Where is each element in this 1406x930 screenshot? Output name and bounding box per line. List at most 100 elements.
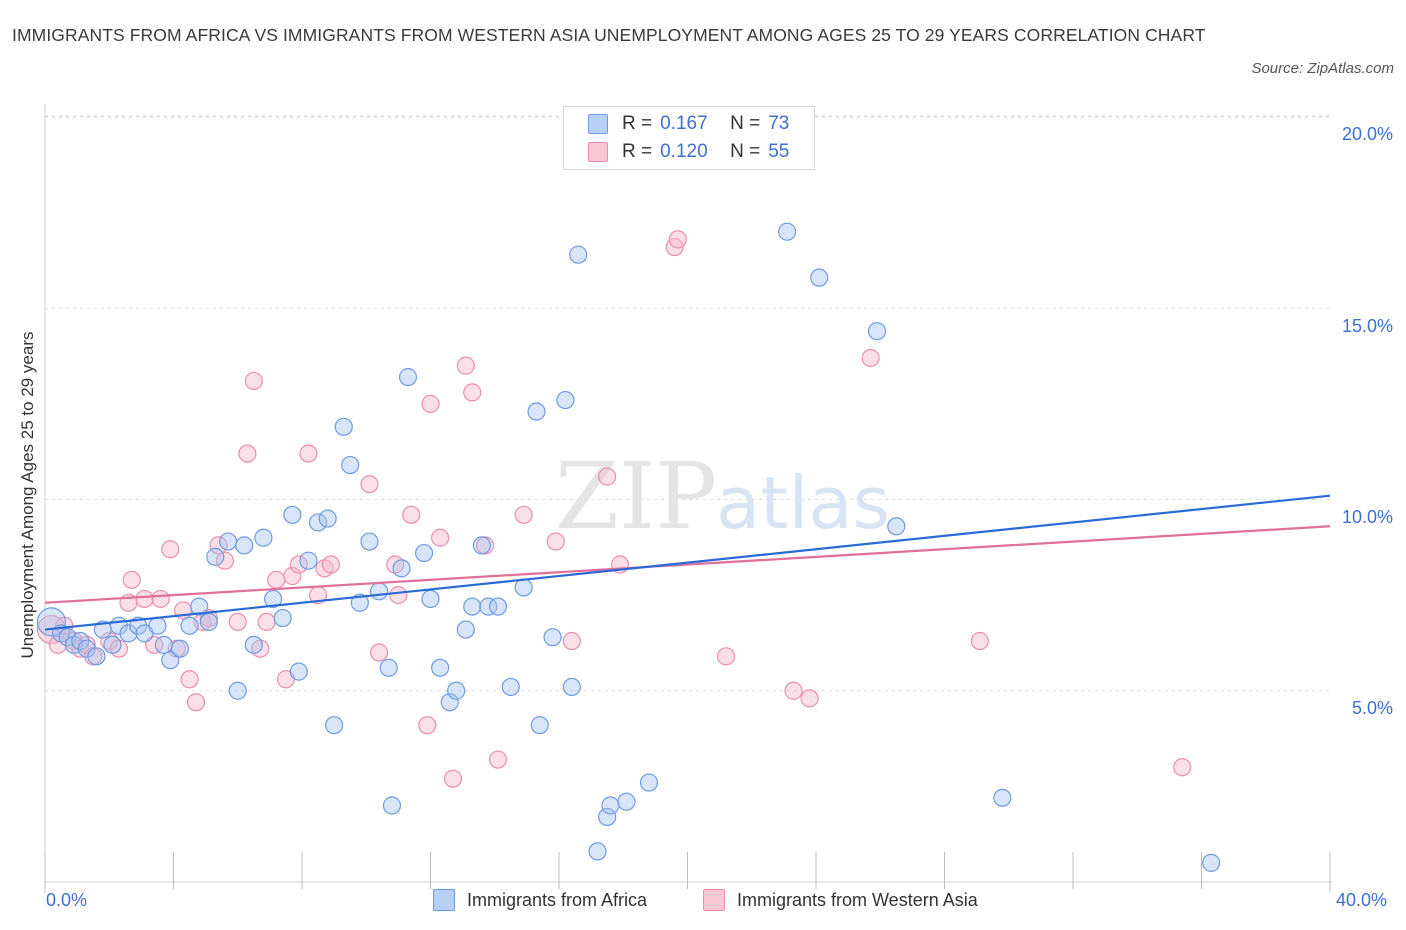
africa-point <box>993 788 1012 807</box>
trend-line-africa <box>44 494 1331 631</box>
africa-point <box>530 716 549 735</box>
africa-point <box>379 658 398 677</box>
africa-point <box>244 635 263 654</box>
axes <box>44 104 1332 892</box>
africa-point <box>421 589 440 609</box>
africa-point <box>431 658 450 677</box>
trend-lines <box>44 494 1331 631</box>
africa-point <box>263 589 283 609</box>
y-tick-15: 15.0% <box>1341 316 1393 336</box>
western-asia-point <box>299 444 318 463</box>
western-asia-point <box>562 631 581 651</box>
western-asia-point <box>514 505 533 524</box>
x-tick-max: 40.0% <box>1336 890 1388 910</box>
africa-point <box>206 547 225 566</box>
africa-point <box>341 455 360 475</box>
source-label: Source: ZipAtlas.com <box>1251 60 1394 77</box>
africa-point <box>289 662 308 681</box>
legend-label-western-asia: Immigrants from Western Asia <box>737 889 978 910</box>
western-asia-point <box>244 371 263 391</box>
series-africa-points <box>36 134 1221 872</box>
legend-r-value-western-asia: 0.120 <box>660 141 708 162</box>
western-asia-point <box>267 570 286 589</box>
africa-point <box>527 402 546 421</box>
western-asia-point <box>488 750 508 769</box>
western-asia-point <box>431 528 450 547</box>
africa-point <box>569 245 588 264</box>
africa-point <box>556 390 575 410</box>
africa-point <box>501 677 520 697</box>
africa-point <box>601 796 620 815</box>
africa-point <box>273 608 292 628</box>
africa-point <box>254 528 273 547</box>
africa-point <box>77 639 96 658</box>
africa-point <box>283 505 302 524</box>
y-tick-20: 20.0% <box>1341 124 1393 144</box>
western-asia-point <box>456 356 475 375</box>
africa-point <box>103 635 122 654</box>
legend-item-africa[interactable]: Immigrants from Africa <box>433 889 647 911</box>
y-tick-10: 10.0% <box>1341 507 1393 527</box>
africa-point <box>190 597 209 616</box>
gridlines <box>45 115 1330 692</box>
western-asia-point <box>161 540 180 559</box>
legend-swatch-western-asia <box>588 142 608 162</box>
western-asia-point <box>283 566 302 586</box>
africa-point <box>392 559 411 578</box>
africa-point <box>180 616 199 635</box>
western-asia-point <box>238 444 257 463</box>
africa-point <box>119 624 138 643</box>
africa-point <box>514 578 533 597</box>
africa-point <box>617 792 636 811</box>
africa-point <box>463 597 482 616</box>
western-asia-point <box>668 230 687 249</box>
western-asia-point <box>861 348 880 368</box>
africa-point <box>562 677 581 697</box>
legend-swatch-africa <box>588 114 608 134</box>
africa-point <box>639 773 659 792</box>
legend-r-value-africa: 0.167 <box>660 113 708 134</box>
africa-point <box>382 796 402 815</box>
legend-row-western-asia: R = 0.120 N = 55 <box>588 139 789 165</box>
africa-point <box>810 268 829 287</box>
africa-point <box>479 597 498 616</box>
trend-line-western-asia <box>44 525 1331 604</box>
legend-n-value-western-asia: 55 <box>768 141 790 162</box>
chart-title: IMMIGRANTS FROM AFRICA VS IMMIGRANTS FRO… <box>12 25 1206 45</box>
africa-point <box>414 543 434 563</box>
africa-point <box>350 593 369 612</box>
africa-point <box>887 517 906 536</box>
western-asia-point <box>360 475 379 494</box>
africa-point <box>170 639 190 658</box>
legend-r-label: R = <box>622 113 653 134</box>
legend-item-western-asia[interactable]: Immigrants from Western Asia <box>703 889 978 911</box>
africa-point <box>472 536 491 555</box>
x-tick-min: 0.0% <box>46 890 88 910</box>
africa-point <box>488 597 508 616</box>
western-asia-point <box>970 631 989 651</box>
africa-point <box>398 368 418 387</box>
western-asia-point <box>370 643 389 662</box>
africa-point <box>219 532 238 551</box>
watermark-atlas: atlas <box>716 461 890 545</box>
africa-point <box>588 842 607 861</box>
africa-point <box>1202 853 1221 872</box>
africa-point <box>777 222 797 241</box>
africa-point <box>199 612 218 632</box>
legend-label-africa: Immigrants from Africa <box>467 889 648 910</box>
western-asia-point <box>463 383 482 402</box>
africa-point <box>235 536 254 555</box>
stats-legend: R = 0.167 N = 73 R = 0.120 N = 55 <box>563 106 815 170</box>
western-asia-point <box>228 612 247 632</box>
africa-point <box>299 551 318 570</box>
western-asia-point <box>1173 758 1192 777</box>
africa-point <box>154 635 173 654</box>
africa-point <box>148 616 167 635</box>
africa-point <box>308 513 328 532</box>
western-asia-point <box>122 570 141 589</box>
africa-point <box>447 681 466 700</box>
legend-n-label: N = <box>730 113 761 134</box>
western-asia-point <box>443 769 463 788</box>
western-asia-point <box>186 693 206 712</box>
